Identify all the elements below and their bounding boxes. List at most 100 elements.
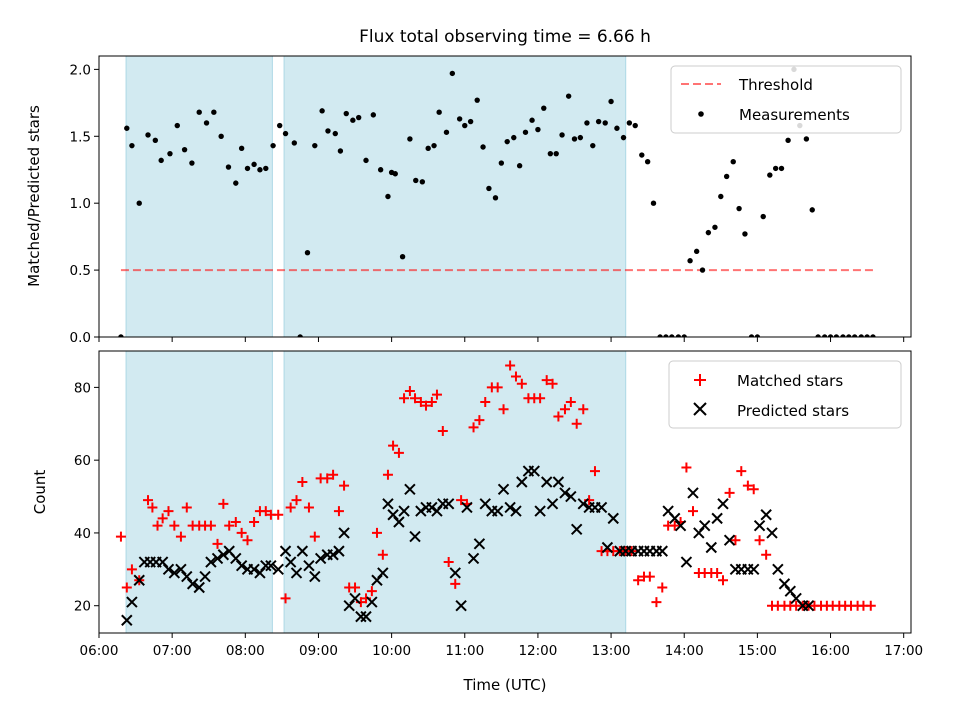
matched-stars-point xyxy=(230,517,241,528)
predicted-stars-point xyxy=(491,505,504,517)
predicted-stars-point xyxy=(687,487,699,499)
legend-measurements-label: Measurements xyxy=(739,106,850,124)
bottom-series-2 xyxy=(121,465,815,626)
matched-stars-point xyxy=(328,469,339,480)
measurement-point xyxy=(511,134,517,141)
measurement-point xyxy=(203,120,210,126)
measurement-point xyxy=(355,114,362,121)
measurement-point xyxy=(189,160,195,166)
predicted-stars-point xyxy=(607,512,619,525)
predicted-stars-point xyxy=(409,530,421,543)
predicted-stars-point xyxy=(156,556,169,568)
matched-stars-point xyxy=(366,586,377,597)
matched-stars-point xyxy=(431,389,442,400)
measurement-point xyxy=(136,200,142,206)
top-plot-area xyxy=(118,56,876,337)
x-tick-label: 11:00 xyxy=(445,643,484,659)
predicted-stars-point xyxy=(516,476,528,488)
matched-stars-point xyxy=(147,502,158,513)
predicted-stars-point xyxy=(272,563,284,576)
legend-matched-label: Matched stars xyxy=(737,372,843,390)
matched-stars-point xyxy=(260,506,271,517)
predicted-stars-point xyxy=(290,567,303,579)
top-y-tick-label: 1.5 xyxy=(70,129,91,145)
measurement-point xyxy=(251,161,257,168)
measurement-point xyxy=(325,128,331,134)
x-tick-label: 13:00 xyxy=(592,643,631,659)
matched-stars-point xyxy=(249,517,260,528)
predicted-stars-point xyxy=(265,559,277,572)
predicted-stars-point xyxy=(674,519,687,532)
measurement-point xyxy=(571,136,578,142)
measurement-point xyxy=(504,138,510,145)
chart-title: Flux total observing time = 6.66 h xyxy=(359,27,651,47)
matched-stars-point xyxy=(152,520,163,531)
predicted-stars-point xyxy=(205,556,217,568)
predicted-stars-point xyxy=(343,600,355,612)
matched-stars-point xyxy=(688,506,699,517)
measurement-point xyxy=(399,254,406,260)
matched-stars-point xyxy=(754,535,765,546)
matched-stars-point xyxy=(742,480,753,491)
predicted-stars-point xyxy=(534,505,546,517)
measurement-point xyxy=(687,258,693,264)
measurement-point xyxy=(407,136,413,142)
measurement-point xyxy=(778,165,785,172)
measurement-point xyxy=(419,179,426,185)
predicted-stars-point xyxy=(559,487,571,499)
measurement-point xyxy=(129,142,135,149)
legend-measurements-swatch xyxy=(698,111,704,117)
top-shaded-interval-2 xyxy=(283,56,627,337)
predicted-stars-point xyxy=(449,567,461,579)
measurement-point xyxy=(840,334,846,337)
predicted-stars-point xyxy=(284,556,297,568)
predicted-stars-point xyxy=(528,465,540,477)
matched-stars-point xyxy=(468,422,479,433)
measurement-point xyxy=(282,130,289,137)
matched-stars-point xyxy=(541,375,552,386)
measurement-point xyxy=(211,109,217,115)
measurement-point xyxy=(663,334,669,337)
predicted-stars-point xyxy=(540,476,553,488)
measurement-point xyxy=(174,122,180,129)
matched-stars-point xyxy=(350,582,361,593)
measurement-point xyxy=(693,248,700,255)
matched-stars-point xyxy=(242,535,253,546)
measurement-point xyxy=(467,118,474,125)
top-panel: 0.0 0.5 1.0 1.5 2.0 xyxy=(70,55,912,346)
measurement-point xyxy=(858,334,864,337)
matched-stars-point xyxy=(291,495,302,506)
measurement-point xyxy=(833,334,840,337)
measurement-point xyxy=(436,109,442,115)
predicted-stars-point xyxy=(327,549,339,561)
matched-stars-point xyxy=(712,567,723,578)
bottom-y-tick-label: 80 xyxy=(74,380,91,396)
x-tick-label: 09:00 xyxy=(299,643,338,659)
legend-threshold-label: Threshold xyxy=(738,76,813,94)
predicted-stars-point xyxy=(723,534,736,546)
x-tick-label: 17:00 xyxy=(884,643,923,659)
measurement-point xyxy=(145,132,151,138)
matched-stars-point xyxy=(480,396,491,407)
matched-stars-point xyxy=(322,473,333,484)
matched-stars-point xyxy=(589,466,600,477)
measurement-point xyxy=(736,205,742,212)
x-tick-label: 07:00 xyxy=(153,643,192,659)
matched-stars-point xyxy=(516,378,527,389)
measurement-point xyxy=(225,164,232,170)
x-tick-label: 14:00 xyxy=(665,643,704,659)
matched-stars-point xyxy=(273,509,284,520)
predicted-stars-point xyxy=(510,505,522,517)
matched-stars-point xyxy=(730,535,741,546)
matched-stars-point xyxy=(547,378,558,389)
matched-stars-point xyxy=(393,447,404,458)
matched-stars-point xyxy=(163,506,174,517)
predicted-stars-point xyxy=(442,498,455,510)
measurement-point xyxy=(529,117,535,123)
predicted-stars-point xyxy=(699,519,711,532)
matched-stars-point xyxy=(181,502,192,513)
measurement-point xyxy=(270,142,276,149)
measurement-point xyxy=(705,229,712,236)
matched-stars-point xyxy=(571,418,582,429)
matched-stars-point xyxy=(205,520,216,531)
